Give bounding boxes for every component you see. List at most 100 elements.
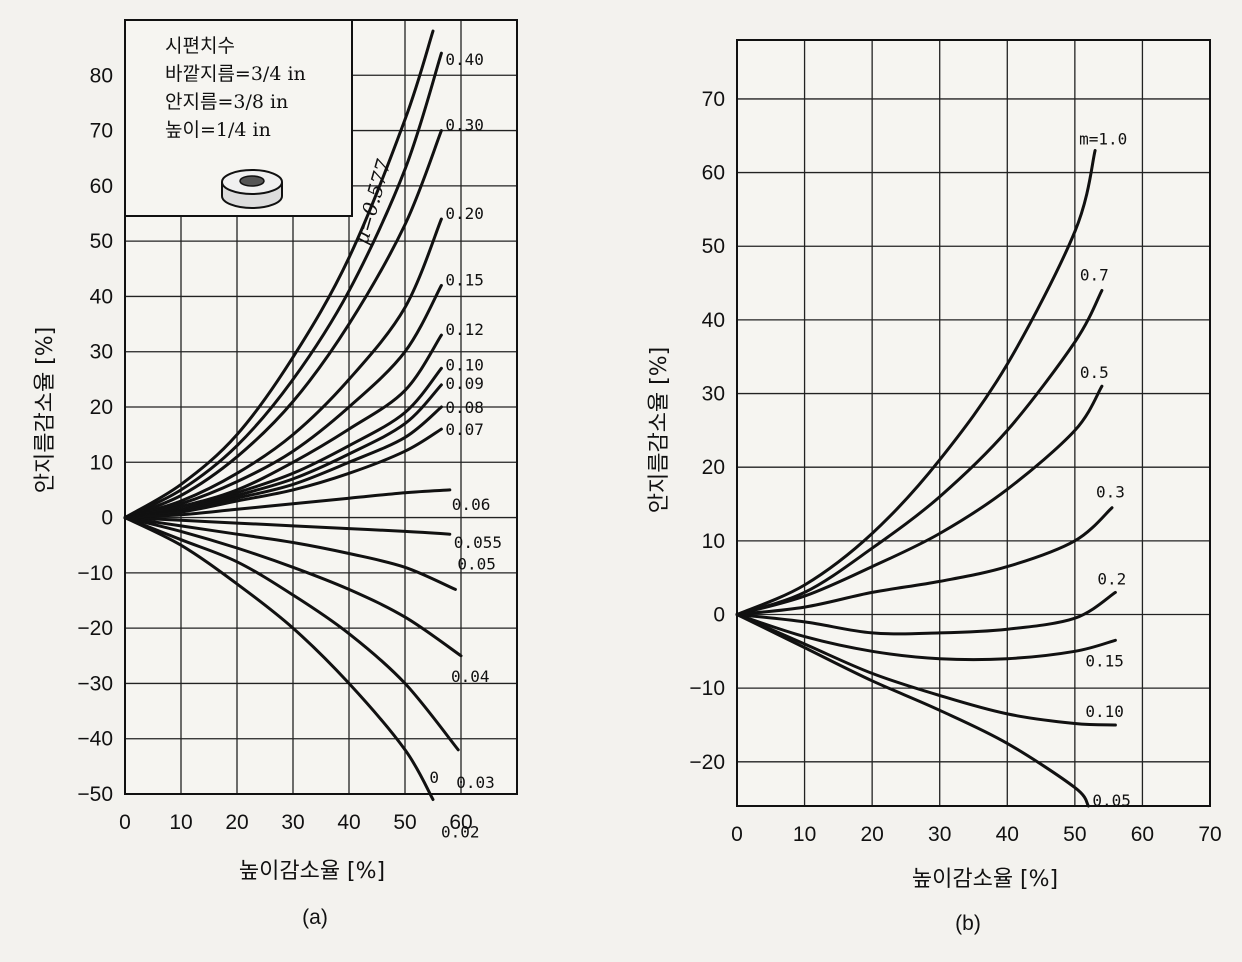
plot-area [737,40,1210,806]
x-tick-label: 20 [225,811,248,834]
series-label-0.15: 0.15 [1085,651,1124,670]
y-tick-label: 10 [90,451,113,474]
series-line-0.15 [123,283,443,520]
series-line-0.7 [735,288,1104,616]
series-label-0.30: 0.30 [445,116,484,135]
series-label-0.03: 0.03 [456,773,495,792]
series-label-0.07: 0.07 [445,420,484,439]
inset-line-3: 안지름=3/8 in [165,91,288,113]
series-line-0.055 [123,516,452,536]
y-tick-label: 60 [90,175,113,198]
x-tick-label: 60 [1131,823,1154,846]
series-line-0.12 [123,333,443,520]
x-tick-label: 50 [1063,823,1086,846]
y-axis-label: 안지름감소율 [%] [647,347,672,514]
series-line-0.06 [123,488,452,520]
series-line-0.3 [735,506,1114,616]
chart-caption: (b) [955,912,981,935]
y-tick-label: 10 [702,530,725,553]
series-label-0.05: 0.05 [1092,791,1131,810]
series-label-0.04: 0.04 [451,667,490,686]
y-tick-label: −10 [77,562,113,585]
series-line-0.577 [123,29,435,520]
y-tick-label: −50 [77,783,113,806]
series-label-0.7: 0.7 [1080,265,1109,284]
x-tick-label: 10 [793,823,816,846]
x-tick-label: 10 [169,811,192,834]
x-tick-label: 70 [1198,823,1221,846]
y-tick-label: −20 [689,751,725,774]
inset-line-4: 높이=1/4 in [165,119,271,141]
y-tick-label: 30 [702,383,725,406]
series-label-0.20: 0.20 [445,204,484,223]
y-tick-label: 40 [702,309,725,332]
inset-line-2: 바깥지름=3/4 in [165,63,306,85]
series-lines [123,29,463,801]
series-line-0.2 [735,590,1117,636]
series-line-1.0 [735,149,1097,616]
y-tick-label: 70 [702,88,725,111]
series-label-0.08: 0.08 [445,398,484,417]
x-axis-label: 높이감소율 [%] [239,859,385,884]
series-line-0.07 [123,427,443,520]
series-lines [735,149,1117,808]
chart-caption: (a) [302,906,328,929]
series-line-0.05 [123,516,457,591]
y-tick-label: 50 [90,230,113,253]
x-tick-label: 20 [860,823,883,846]
y-tick-label: −30 [77,672,113,695]
series-label-0.02: 0.02 [441,823,480,842]
x-tick-label: 50 [393,811,416,834]
series-line-0.05 [735,613,1090,808]
y-tick-label: 70 [90,120,113,143]
x-axis-label: 높이감소율 [%] [912,867,1058,892]
series-label-0.40: 0.40 [445,50,484,69]
series-label-0.15: 0.15 [445,270,484,289]
chart-a: 0 10 20 30 40 50 60 80 70 60 50 40 30 20 10 0 −10 −20 −30 −… [33,19,518,929]
x-tick-label: 0 [731,823,743,846]
series-label-0.3: 0.3 [1096,483,1125,502]
inset-line-1: 시편치수 [165,35,235,57]
x-tick-label: 30 [281,811,304,834]
y-tick-label: 50 [702,235,725,258]
series-label-zero: 0 [429,768,439,787]
series-line-0.04 [123,516,463,658]
series-label-0.055: 0.055 [454,533,502,552]
ring-specimen-icon [221,169,283,209]
series-line-0.40 [123,51,443,520]
series-label-0.5: 0.5 [1080,363,1109,382]
y-tick-label: 40 [90,285,113,308]
y-tick-label: 60 [702,162,725,185]
series-label-0.05: 0.05 [457,554,496,573]
y-tick-label: 30 [90,341,113,364]
series-label-0.10: 0.10 [1085,702,1124,721]
grid [737,40,1210,806]
plot-frame [736,39,1211,807]
y-tick-label: −20 [77,617,113,640]
series-label-0.09: 0.09 [445,374,484,393]
series-label-1.0: m=1.0 [1079,129,1127,148]
y-tick-label: 0 [713,604,725,627]
series-line-0.03 [123,516,460,752]
y-tick-label: −40 [77,728,113,751]
y-tick-label: 0 [101,507,113,530]
y-axis-label: 안지름감소율 [%] [33,327,58,494]
series-line-0.15 [735,613,1117,662]
series-label-0.2: 0.2 [1097,569,1126,588]
series-label-0.12: 0.12 [445,320,484,339]
series-line-0.5 [735,384,1104,616]
series-line-0.20 [123,217,443,520]
series-line-0.02 [123,516,435,801]
x-tick-label: 60 [449,811,472,834]
series-label-0.10: 0.10 [445,355,484,374]
y-tick-label: 80 [90,64,113,87]
y-tick-label: 20 [702,456,725,479]
chart-b: 0 10 20 30 40 50 60 70 70 60 50 40 30 20 10 0 −10 −20 높이감소… [647,39,1222,935]
y-tick-label: −10 [689,677,725,700]
x-tick-label: 40 [996,823,1019,846]
x-tick-label: 30 [928,823,951,846]
x-tick-label: 40 [337,811,360,834]
x-tick-label: 0 [119,811,131,834]
